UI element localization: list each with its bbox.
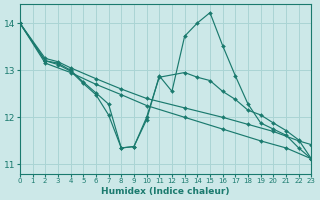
X-axis label: Humidex (Indice chaleur): Humidex (Indice chaleur) [101, 187, 230, 196]
